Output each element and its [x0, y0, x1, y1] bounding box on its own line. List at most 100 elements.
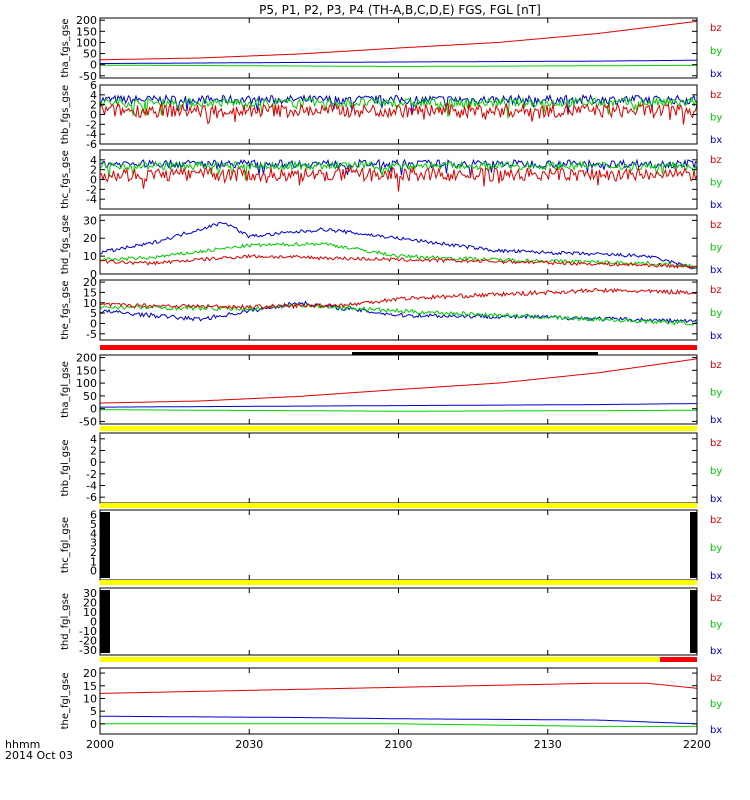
- panel-frame: [99, 214, 698, 275]
- legend-bz: bz: [710, 593, 722, 604]
- y-axis-label: the_fgs_gse: [60, 280, 71, 339]
- y-tick-label: -2: [86, 468, 97, 481]
- y-tick-label: 0: [90, 456, 97, 469]
- y-tick-label: 10: [83, 250, 97, 263]
- panel-frame: [99, 509, 698, 581]
- y-tick-label: -2: [86, 118, 97, 131]
- legend-by: by: [710, 113, 722, 124]
- y-tick-label: 5: [90, 518, 97, 531]
- x-tick-label: 2030: [235, 738, 263, 751]
- y-tick-label: -30: [79, 644, 97, 657]
- panel-frame: [99, 84, 698, 145]
- series-by: [100, 96, 697, 119]
- legend-bz: bz: [710, 438, 722, 449]
- x-tick-label: 2200: [683, 738, 711, 751]
- x-tick-label: 2100: [385, 738, 413, 751]
- y-tick-label: -4: [86, 480, 97, 493]
- series-by: [100, 241, 697, 269]
- legend-bx: bx: [710, 725, 722, 736]
- legend-bx: bx: [710, 69, 722, 80]
- legend-bz: bz: [710, 90, 722, 101]
- mode-bar-yellow: [100, 657, 660, 662]
- y-tick-label: -6: [86, 138, 97, 151]
- y-tick-label: -2: [86, 183, 97, 196]
- y-tick-label: 4: [90, 89, 97, 102]
- y-tick-label: 0: [90, 109, 97, 122]
- legend-bx: bx: [710, 135, 722, 146]
- legend-bz: bz: [710, 285, 722, 296]
- legend-bx: bx: [710, 494, 722, 505]
- panel-thc_fgs_gse: 420-2-4 thc_fgs_gse bz by bx: [60, 149, 722, 211]
- y-tick-label: 15: [83, 680, 97, 693]
- y-tick-label: -10: [79, 625, 97, 638]
- time-axis: 2000 2030 2100 2130 2200: [86, 18, 711, 751]
- series-bx: [100, 93, 697, 115]
- y-tick-label: 200: [76, 14, 97, 27]
- y-axis-label: the_fgl_gse: [60, 673, 71, 730]
- legend-bz: bz: [710, 515, 722, 526]
- y-tick-label: 0: [90, 174, 97, 187]
- legend-by: by: [710, 620, 722, 631]
- y-tick-label: 15: [83, 286, 97, 299]
- legend-by: by: [710, 466, 722, 477]
- y-tick-label: 6: [90, 509, 97, 522]
- y-tick-label: -6: [86, 491, 97, 504]
- y-tick-label: 0: [90, 718, 97, 731]
- legend-by: by: [710, 699, 722, 710]
- series-bz: [100, 682, 697, 694]
- y-tick-label: 5: [90, 705, 97, 718]
- y-axis-label: thb_fgs_gse: [60, 85, 71, 144]
- mode-bar-yellow: [100, 503, 697, 508]
- y-axis-label: thb_fgl_gse: [60, 440, 71, 497]
- y-tick-label: -50: [79, 415, 97, 428]
- mode-bar-yellow: [100, 426, 697, 431]
- y-axis-label: thd_fgl_gse: [60, 593, 71, 650]
- legend-by: by: [710, 243, 722, 254]
- mode-bar-red: [100, 345, 697, 350]
- series-bz: [100, 358, 697, 404]
- legend-by: by: [710, 178, 722, 189]
- legend-by: by: [710, 308, 722, 319]
- legend-bx: bx: [710, 571, 722, 582]
- series-by: [100, 723, 697, 727]
- legend-bz: bz: [710, 220, 722, 231]
- series-bx: [100, 221, 697, 270]
- series-by: [100, 302, 697, 326]
- y-tick-label: 0: [90, 403, 97, 416]
- data-gap-mark: [100, 512, 110, 578]
- legend-by: by: [710, 46, 722, 57]
- y-tick-label: -4: [86, 193, 97, 206]
- y-tick-label: 2: [90, 546, 97, 559]
- series-by: [100, 409, 697, 412]
- y-tick-label: -20: [79, 635, 97, 648]
- mode-bar-red: [660, 657, 697, 662]
- y-axis-label: thc_fgl_gse: [60, 517, 71, 573]
- y-tick-label: 0: [90, 616, 97, 629]
- legend-bx: bx: [710, 646, 722, 657]
- x-tick-label: 2130: [534, 738, 562, 751]
- data-gap-mark: [690, 590, 697, 653]
- series-by: [100, 160, 697, 181]
- series-bz: [100, 165, 697, 192]
- y-tick-label: 150: [76, 25, 97, 38]
- y-tick-label: 30: [83, 587, 97, 600]
- legend-bx: bx: [710, 331, 722, 342]
- y-tick-label: 30: [83, 214, 97, 227]
- panel-thb_fgl_gse: 420-2-4-6 thb_fgl_gse bz by bx: [60, 432, 722, 505]
- series-by: [100, 64, 697, 67]
- y-tick-label: 3: [90, 537, 97, 550]
- y-tick-label: 50: [83, 48, 97, 61]
- y-tick-label: 0: [90, 565, 97, 578]
- y-tick-label: 100: [76, 36, 97, 49]
- y-tick-label: 0: [90, 59, 97, 72]
- y-tick-label: 2: [90, 99, 97, 112]
- y-tick-label: 4: [90, 527, 97, 540]
- series-bz: [100, 20, 697, 61]
- series-bx: [100, 59, 697, 65]
- legend-bz: bz: [710, 673, 722, 684]
